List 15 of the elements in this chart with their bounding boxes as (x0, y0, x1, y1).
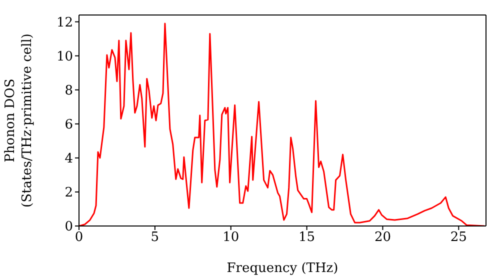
y-tick-label: 4 (64, 152, 73, 167)
y-tick-label: 0 (64, 220, 73, 235)
y-axis-title: Phonon DOS (States/THz·primitive cell) (3, 33, 35, 208)
x-tick-label: 20 (374, 230, 392, 246)
y-tick-label: 6 (64, 118, 73, 133)
y-tick-label: 12 (56, 15, 73, 30)
x-tick-label: 10 (222, 230, 240, 246)
y-tick-label: 10 (56, 49, 73, 64)
x-tick-label: 5 (150, 230, 160, 246)
y-tick-label: 2 (64, 186, 73, 201)
y-tick-label: 8 (64, 83, 73, 98)
x-axis-title: Frequency (THz) (226, 261, 338, 276)
x-tick-label: 15 (298, 230, 316, 246)
x-tick-label: 25 (450, 230, 467, 246)
x-tick-label: 0 (74, 230, 84, 246)
